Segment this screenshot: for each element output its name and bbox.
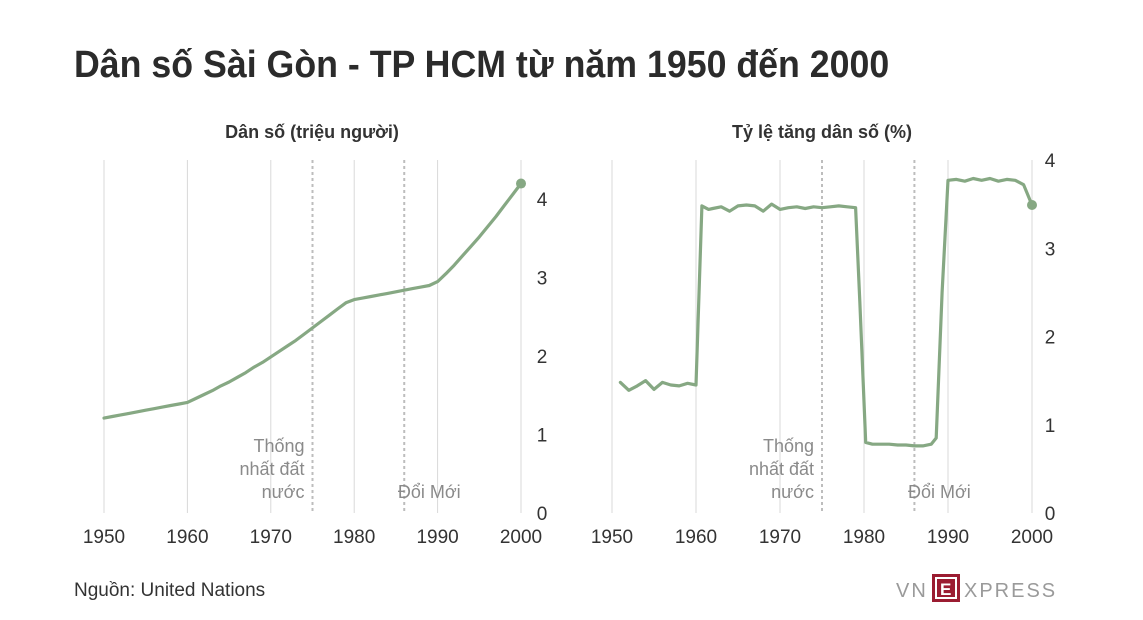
y-tick-label: 4: [537, 190, 548, 211]
event-label: Đổi Mới: [398, 482, 461, 502]
series-line: [618, 176, 1034, 448]
series-end-point: [1027, 200, 1037, 211]
event-label: nước: [771, 482, 814, 502]
y-tick-label: 2: [1045, 328, 1056, 349]
x-tick-label: 1960: [675, 527, 717, 548]
event-label: Thống: [253, 436, 304, 456]
x-tick-label: 1950: [591, 527, 633, 548]
vnexpress-logo: VN E XPRESS: [896, 574, 1057, 602]
x-tick-label: 1980: [333, 527, 375, 548]
logo-right-text: XPRESS: [964, 580, 1057, 602]
series-line: [102, 181, 523, 420]
growth-rate-chart: Tỷ lệ tăng dân số (%) 1950 1960 1970 1980 199…: [591, 122, 1056, 548]
logo-mark-inner: [935, 577, 957, 599]
population-chart: Dân số (triệu người) 1950 1960 1970 1980 1990…: [83, 122, 548, 548]
x-tick-label: 1960: [166, 527, 208, 548]
y-tick-label: 1: [1045, 416, 1056, 437]
logo-left-text: VN: [896, 580, 928, 602]
event-label: nước: [262, 482, 305, 502]
series-end-point: [516, 178, 526, 189]
y-tick-label: 0: [1045, 504, 1056, 525]
event-label: nhất đất: [749, 459, 814, 479]
x-tick-label: 1980: [843, 527, 885, 548]
y-tick-label: 2: [537, 347, 548, 368]
logo-mark-text: E: [940, 580, 951, 599]
chart-subtitle: Tỷ lệ tăng dân số (%): [732, 122, 912, 142]
event-label: Thống: [763, 436, 814, 456]
y-tick-label: 0: [537, 504, 548, 525]
x-tick-label: 2000: [1011, 527, 1053, 548]
x-tick-label: 1970: [250, 527, 292, 548]
x-tick-label: 1990: [416, 527, 458, 548]
x-tick-label: 1990: [927, 527, 969, 548]
y-tick-label: 3: [1045, 239, 1056, 260]
y-tick-label: 1: [537, 426, 548, 447]
x-tick-label: 1970: [759, 527, 801, 548]
y-tick-label: 4: [1045, 151, 1056, 172]
y-tick-label: 3: [537, 269, 548, 290]
page-title: Dân số Sài Gòn - TP HCM từ năm 1950 đến …: [74, 44, 890, 86]
source-note: Nguồn: United Nations: [74, 580, 266, 601]
event-label: Đổi Mới: [908, 482, 971, 502]
event-label: nhất đất: [239, 459, 304, 479]
x-tick-label: 1950: [83, 527, 125, 548]
chart-subtitle: Dân số (triệu người): [225, 122, 399, 142]
x-tick-label: 2000: [500, 527, 542, 548]
